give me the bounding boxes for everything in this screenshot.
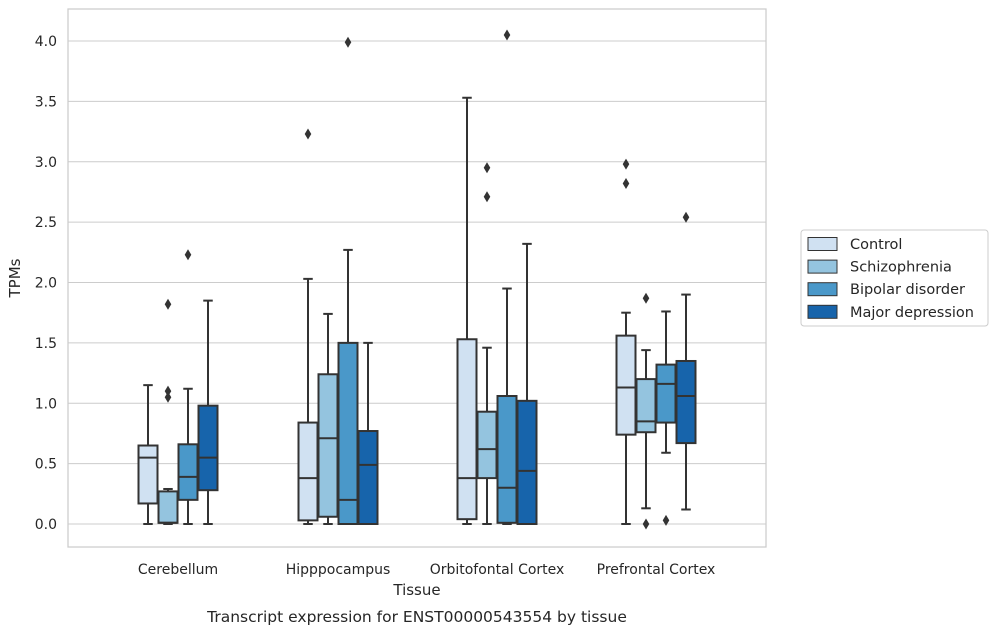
legend-label: Control bbox=[850, 237, 902, 253]
x-tick-labels: Cerebellum Hipppocampus Orbitofontal Corte… bbox=[138, 562, 715, 578]
box bbox=[615, 334, 637, 436]
outlier-point bbox=[483, 162, 491, 174]
x-axis-label: Tissue bbox=[392, 581, 440, 599]
legend-label: Schizophrenia bbox=[850, 260, 952, 276]
chart-caption: Transcript expression for ENST0000054355… bbox=[206, 608, 627, 626]
box bbox=[675, 359, 697, 445]
outlier-point bbox=[642, 292, 650, 304]
outlier-point bbox=[503, 29, 511, 41]
y-tick-label: 1.0 bbox=[35, 396, 57, 412]
outlier-point bbox=[662, 514, 670, 526]
y-tick-label: 2.0 bbox=[35, 276, 57, 292]
y-tick-label: 1.5 bbox=[35, 336, 57, 352]
outlier-point bbox=[682, 211, 690, 223]
box-group bbox=[137, 384, 159, 525]
box-groups bbox=[137, 29, 697, 530]
outlier-point bbox=[622, 177, 630, 189]
x-tick-label: Cerebellum bbox=[138, 562, 218, 578]
plot-frame bbox=[67, 8, 767, 548]
box bbox=[177, 443, 199, 501]
box bbox=[317, 373, 339, 518]
outlier-point bbox=[304, 128, 312, 140]
outlier-point bbox=[483, 191, 491, 203]
y-tick-label: 3.0 bbox=[35, 155, 57, 171]
box-group bbox=[357, 341, 379, 525]
box bbox=[635, 378, 657, 434]
box-group bbox=[675, 211, 697, 511]
y-tick-label: 0.5 bbox=[35, 457, 57, 473]
legend: Control Schizophrenia Bipolar disorder Majo… bbox=[800, 229, 989, 327]
y-tick-label: 4.0 bbox=[35, 34, 57, 50]
box-group bbox=[317, 312, 339, 525]
outlier-point bbox=[642, 518, 650, 530]
legend-frame bbox=[800, 229, 989, 327]
outlier-point bbox=[164, 298, 172, 310]
box bbox=[297, 421, 319, 522]
y-axis-label: TPMs bbox=[6, 258, 24, 298]
box bbox=[337, 341, 359, 525]
box bbox=[476, 410, 498, 480]
box bbox=[655, 363, 677, 424]
legend-label: Bipolar disorder bbox=[850, 282, 965, 298]
y-tick-label: 3.5 bbox=[35, 94, 57, 110]
outlier-point bbox=[164, 385, 172, 397]
box bbox=[516, 399, 538, 525]
x-tick-label: Hipppocampus bbox=[286, 562, 391, 578]
legend-label: Major depression bbox=[850, 305, 974, 321]
box bbox=[137, 444, 159, 505]
outlier-point bbox=[344, 36, 352, 48]
box bbox=[357, 430, 379, 525]
y-tick-label: 2.5 bbox=[35, 215, 57, 231]
y-tick-label: 0.0 bbox=[35, 517, 57, 533]
legend-swatch bbox=[807, 237, 838, 251]
box-group bbox=[476, 162, 498, 525]
box bbox=[496, 395, 518, 524]
box-group bbox=[635, 292, 657, 530]
outlier-point bbox=[184, 249, 192, 261]
x-tick-label: Prefrontal Cortex bbox=[597, 562, 716, 578]
legend-swatch bbox=[807, 259, 838, 274]
legend-swatch bbox=[807, 282, 838, 297]
outlier-point bbox=[622, 158, 630, 170]
box-group bbox=[157, 298, 179, 525]
box-group bbox=[456, 96, 478, 525]
box bbox=[157, 490, 179, 524]
legend-swatch bbox=[807, 304, 838, 319]
outlier-point bbox=[164, 391, 172, 403]
y-tick-labels: 0.0 0.5 1.0 1.5 2.0 2.5 3.0 3.5 4.0 bbox=[35, 34, 57, 533]
box bbox=[197, 404, 219, 492]
box-group bbox=[516, 242, 538, 525]
box-group bbox=[197, 299, 219, 525]
x-tick-label: Orbitofontal Cortex bbox=[430, 562, 565, 578]
plot-background bbox=[68, 9, 766, 547]
box bbox=[456, 338, 478, 521]
